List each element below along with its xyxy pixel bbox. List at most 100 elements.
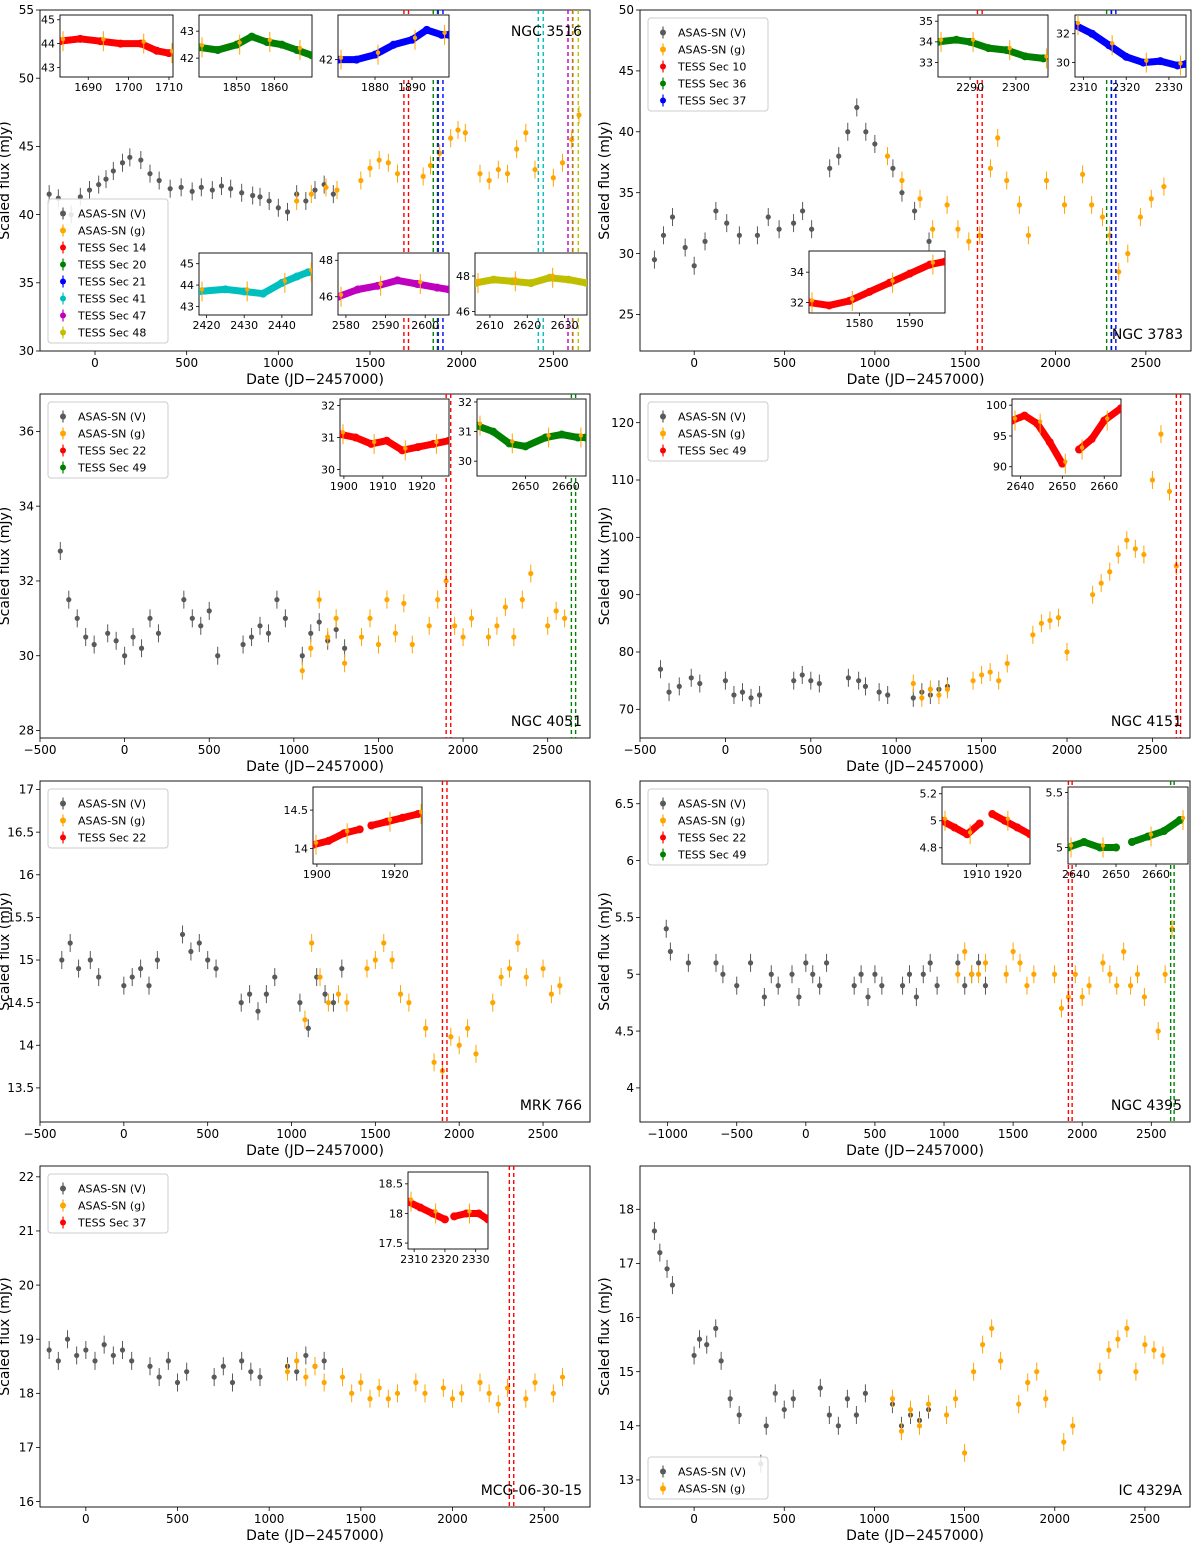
asas-g-point: [486, 1390, 492, 1396]
inset-asas-g-point: [403, 446, 408, 451]
inset-xtick-label: 2650: [1102, 868, 1130, 881]
asas-v-point: [239, 1358, 245, 1364]
legend-label: ASAS-SN (V): [678, 27, 746, 40]
asas-g-point: [358, 1379, 364, 1386]
asas-g-point: [1043, 177, 1050, 184]
inset: 1850 1860 42 43: [180, 14, 313, 94]
asas-g-point: [1070, 1423, 1076, 1429]
asas-g-point: [1125, 250, 1131, 257]
inset-asas-g-point: [850, 296, 855, 302]
asas-g-point: [317, 974, 323, 980]
asas-g-point: [1003, 971, 1009, 977]
panel-xtick-label: 2000: [1067, 1127, 1098, 1141]
asas-v-point: [913, 994, 919, 1000]
panel-xtick-label: 2000: [1052, 743, 1083, 757]
panel-ytick-label: 55: [19, 3, 34, 17]
legend-box: [647, 17, 769, 112]
inset-ytick-label: 44: [180, 279, 194, 292]
asas-v-point: [167, 186, 173, 192]
asas-v-point: [836, 153, 842, 159]
asas-g-point: [975, 971, 982, 977]
inset-tess-point: [351, 433, 360, 442]
inset-tess-point: [152, 46, 161, 55]
asas-v-point: [86, 187, 93, 193]
asas-v-point: [853, 1412, 859, 1418]
inset-ytick-label: 32: [458, 396, 472, 409]
inset: 2640 2650 2660 90 95 100: [986, 398, 1122, 493]
legend-marker: [660, 46, 666, 53]
inset-asas-g-point: [282, 278, 288, 284]
inset-tess-point: [583, 279, 587, 288]
legend: ASAS-SN (V) ASAS-SN (g) TESS Sec 37: [47, 1173, 169, 1234]
panel-ytick-label: 15: [19, 953, 34, 967]
inset: 1910 1920 4.8 5 5.2: [920, 786, 1031, 881]
inset-tess-point: [413, 443, 422, 452]
asas-v-point: [147, 615, 153, 621]
panel-xtick-label: 2500: [1130, 1512, 1161, 1526]
inset-asas-g-point: [267, 37, 272, 43]
panel-1: 0 500 1000 1500 2000 2500 30 35 40 45 50 55 Date (JD…: [0, 3, 591, 388]
panel-ytick-label: 21: [19, 1224, 34, 1238]
asas-v-point: [91, 641, 97, 648]
asas-v-point: [789, 971, 795, 977]
inset-frame: [1074, 14, 1187, 78]
asas-g-point: [987, 165, 994, 171]
panel-ytick-label: 14: [19, 1038, 34, 1052]
inset-ytick-label: 5.2: [920, 788, 938, 801]
asas-v-point: [862, 1390, 869, 1396]
legend-marker: [660, 800, 666, 807]
y-axis-label: Scaled flux (mJy): [0, 507, 13, 625]
legend-label: ASAS-SN (V): [678, 411, 746, 424]
inset-asas-g-point: [467, 1209, 472, 1214]
inset-ytick-label: 14: [294, 842, 308, 855]
panel-ytick-label: 16: [19, 1495, 34, 1509]
asas-g-point: [1132, 546, 1138, 552]
inset-xtick-label: 2600: [411, 319, 439, 332]
asas-g-point: [962, 948, 968, 955]
asas-v-point: [761, 994, 767, 1000]
asas-g-point: [1141, 994, 1147, 1000]
asas-v-point: [229, 1379, 236, 1386]
panel-ytick-label: 70: [619, 703, 634, 717]
asas-g-point: [375, 641, 382, 648]
inset: 2650 2660 30 31 32: [458, 396, 587, 493]
panel-xtick-label: 0: [722, 743, 730, 757]
asas-g-point: [545, 623, 551, 629]
inset-tess-point: [292, 272, 301, 281]
asas-g-point: [1155, 1028, 1161, 1034]
inset-xtick-label: 1910: [963, 868, 991, 881]
asas-g-point: [977, 232, 983, 238]
legend-marker: [660, 97, 666, 104]
panel-data: [657, 394, 1182, 738]
asas-g-point: [504, 171, 511, 177]
asas-g-point: [1149, 477, 1156, 483]
object-name: NGC 4395: [1111, 1098, 1182, 1114]
asas-g-point: [409, 641, 415, 648]
inset-ytick-label: 100: [986, 399, 1007, 412]
asas-g-point: [384, 597, 390, 603]
inset-asas-g-point: [245, 287, 250, 292]
asas-g-point: [899, 177, 905, 184]
asas-v-point: [657, 1250, 663, 1256]
inset-xtick-label: 2440: [268, 319, 296, 332]
asas-v-point: [803, 960, 809, 966]
asas-v-point: [321, 1358, 327, 1364]
inset-ytick-label: 43: [180, 25, 194, 38]
asas-g-point: [394, 1390, 401, 1396]
inset-asas-g-point: [510, 439, 515, 444]
asas-g-point: [943, 1412, 950, 1418]
asas-g-point: [1142, 1342, 1148, 1348]
inset-asas-g-point: [1044, 54, 1048, 59]
asas-g-point: [511, 634, 517, 640]
inset-tess-point: [367, 821, 376, 830]
inset-tess-lightcurve: [942, 810, 1030, 838]
panel-ytick-label: 4.5: [615, 1024, 634, 1038]
inset-asas-g-point: [378, 281, 383, 287]
asas-v-point: [810, 971, 816, 977]
asas-g-point: [1089, 202, 1095, 208]
asas-v-point: [308, 630, 314, 636]
asas-v-point: [228, 186, 234, 192]
asas-g-point: [477, 171, 483, 177]
asas-v-point: [110, 1352, 116, 1359]
inset-tess-point: [1128, 838, 1136, 846]
